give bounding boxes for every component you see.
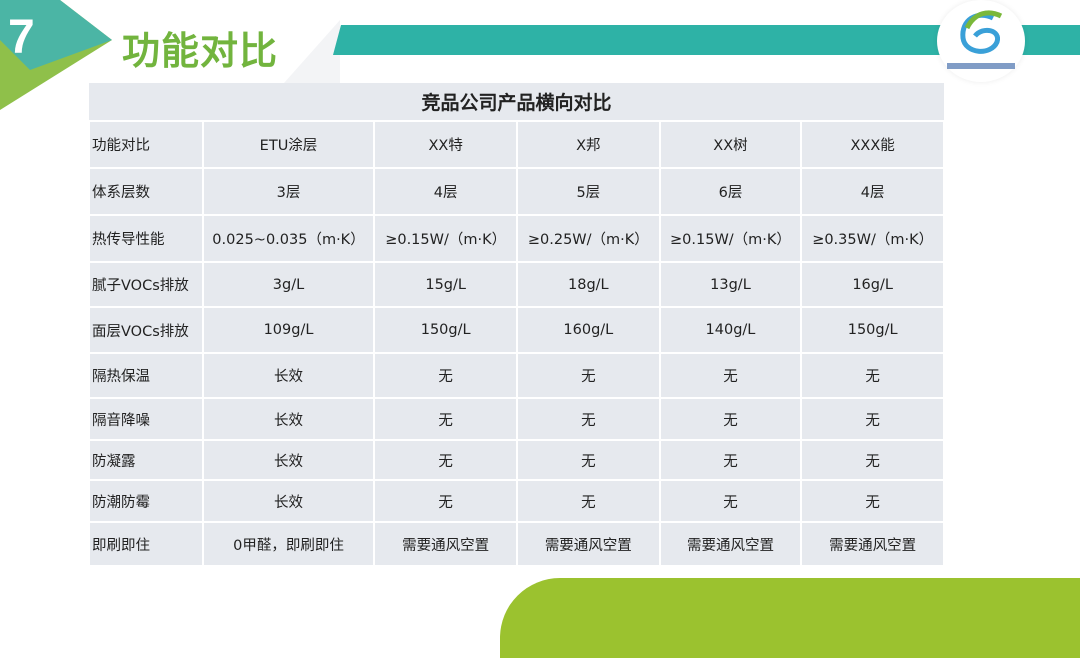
table-cell: 150g/L bbox=[800, 306, 945, 354]
table-row: 隔热保温 长效无无无无 bbox=[88, 352, 945, 399]
company-logo bbox=[937, 0, 1025, 82]
row-label: 体系层数 bbox=[88, 167, 204, 216]
table-cell: 需要通风空置 bbox=[800, 521, 945, 567]
table-cell: 无 bbox=[373, 397, 518, 441]
table-cell: 无 bbox=[515, 479, 661, 523]
table-cell: 6层 bbox=[658, 167, 803, 216]
table-cell: 140g/L bbox=[658, 306, 803, 354]
row-label: 腻子VOCs排放 bbox=[88, 261, 204, 308]
section-number: 7 bbox=[8, 11, 35, 64]
table-cell: X邦 bbox=[515, 120, 661, 169]
row-label: 防凝露 bbox=[88, 439, 204, 481]
table-cell: XXX能 bbox=[800, 120, 945, 169]
table-row: 热传导性能 0.025~0.035（m·K） ≥0.15W/（m·K） ≥0.25W/… bbox=[88, 214, 945, 263]
table-cell: 无 bbox=[373, 479, 518, 523]
table-row: 即刷即住 0甲醛，即刷即住 需要通风空置 需要通风空置 需要通风空置 需要通风空置 bbox=[88, 521, 945, 567]
table-cell: 160g/L bbox=[515, 306, 661, 354]
table-cell: 4层 bbox=[373, 167, 518, 216]
table-cell: 无 bbox=[658, 397, 803, 441]
slide-title: 功能对比 bbox=[122, 29, 279, 73]
table-cell: 长效 bbox=[201, 397, 376, 441]
table-cell: 无 bbox=[800, 397, 945, 441]
table-cell: XX树 bbox=[658, 120, 803, 169]
table-cell: 3层 bbox=[201, 167, 376, 216]
table-cell: 无 bbox=[800, 352, 945, 399]
table-cell: 4层 bbox=[800, 167, 945, 216]
table-row: 防凝露 长效无无无无 bbox=[88, 439, 945, 481]
table-cell: 0.025~0.035（m·K） bbox=[201, 214, 376, 263]
bottom-decoration bbox=[500, 578, 1080, 658]
table-row: 体系层数 3层 4层 5层 6层 4层 bbox=[88, 167, 945, 216]
table-cell: 13g/L bbox=[658, 261, 803, 308]
table-cell: ≥0.25W/（m·K） bbox=[515, 214, 661, 263]
table-row: 面层VOCs排放 109g/L 150g/L 160g/L 140g/L 150g/L bbox=[88, 306, 945, 354]
table-cell: ≥0.15W/（m·K） bbox=[658, 214, 803, 263]
comparison-table: 竞品公司产品横向对比 功能对比 ETU涂层 XX特 X邦 XX树 XXX能 体系层数 3层 4层… bbox=[88, 83, 945, 567]
row-label: 防潮防霉 bbox=[88, 479, 204, 523]
table-cell: 需要通风空置 bbox=[658, 521, 803, 567]
table-cell: 15g/L bbox=[373, 261, 518, 308]
table-cell: 长效 bbox=[201, 352, 376, 399]
table-cell: 0甲醛，即刷即住 bbox=[201, 521, 376, 567]
table-cell: 无 bbox=[658, 439, 803, 481]
table-row: 隔音降噪 长效无无无无 bbox=[88, 397, 945, 441]
table-cell: 长效 bbox=[201, 439, 376, 481]
table-row: 功能对比 ETU涂层 XX特 X邦 XX树 XXX能 bbox=[88, 120, 945, 169]
row-label: 功能对比 bbox=[88, 120, 204, 169]
table-cell: 无 bbox=[515, 397, 661, 441]
table-caption: 竞品公司产品横向对比 bbox=[89, 83, 944, 122]
table-row: 腻子VOCs排放 3g/L 15g/L 18g/L 13g/L 16g/L bbox=[88, 261, 945, 308]
table-cell: 无 bbox=[800, 479, 945, 523]
table-cell: ≥0.35W/（m·K） bbox=[800, 214, 945, 263]
table-cell: 3g/L bbox=[201, 261, 376, 308]
table-cell: 无 bbox=[658, 479, 803, 523]
table-row: 防潮防霉 长效无无无无 bbox=[88, 479, 945, 523]
table-cell: 109g/L bbox=[201, 306, 376, 354]
table-cell: 需要通风空置 bbox=[373, 521, 518, 567]
table-cell: 无 bbox=[373, 439, 518, 481]
row-label: 隔热保温 bbox=[88, 352, 204, 399]
table-cell: XX特 bbox=[373, 120, 518, 169]
table-cell: 150g/L bbox=[373, 306, 518, 354]
table-cell: 需要通风空置 bbox=[515, 521, 661, 567]
table-cell: 无 bbox=[800, 439, 945, 481]
table-cell: 无 bbox=[515, 352, 661, 399]
table-cell: ≥0.15W/（m·K） bbox=[373, 214, 518, 263]
table-cell: ETU涂层 bbox=[201, 120, 376, 169]
table-cell: 16g/L bbox=[800, 261, 945, 308]
table-cell: 无 bbox=[373, 352, 518, 399]
row-label: 面层VOCs排放 bbox=[88, 306, 204, 354]
row-label: 隔音降噪 bbox=[88, 397, 204, 441]
table-cell: 无 bbox=[658, 352, 803, 399]
row-label: 即刷即住 bbox=[88, 521, 204, 567]
table-cell: 5层 bbox=[515, 167, 661, 216]
table-cell: 18g/L bbox=[515, 261, 661, 308]
table-cell: 长效 bbox=[201, 479, 376, 523]
row-label: 热传导性能 bbox=[88, 214, 204, 263]
table-cell: 无 bbox=[515, 439, 661, 481]
